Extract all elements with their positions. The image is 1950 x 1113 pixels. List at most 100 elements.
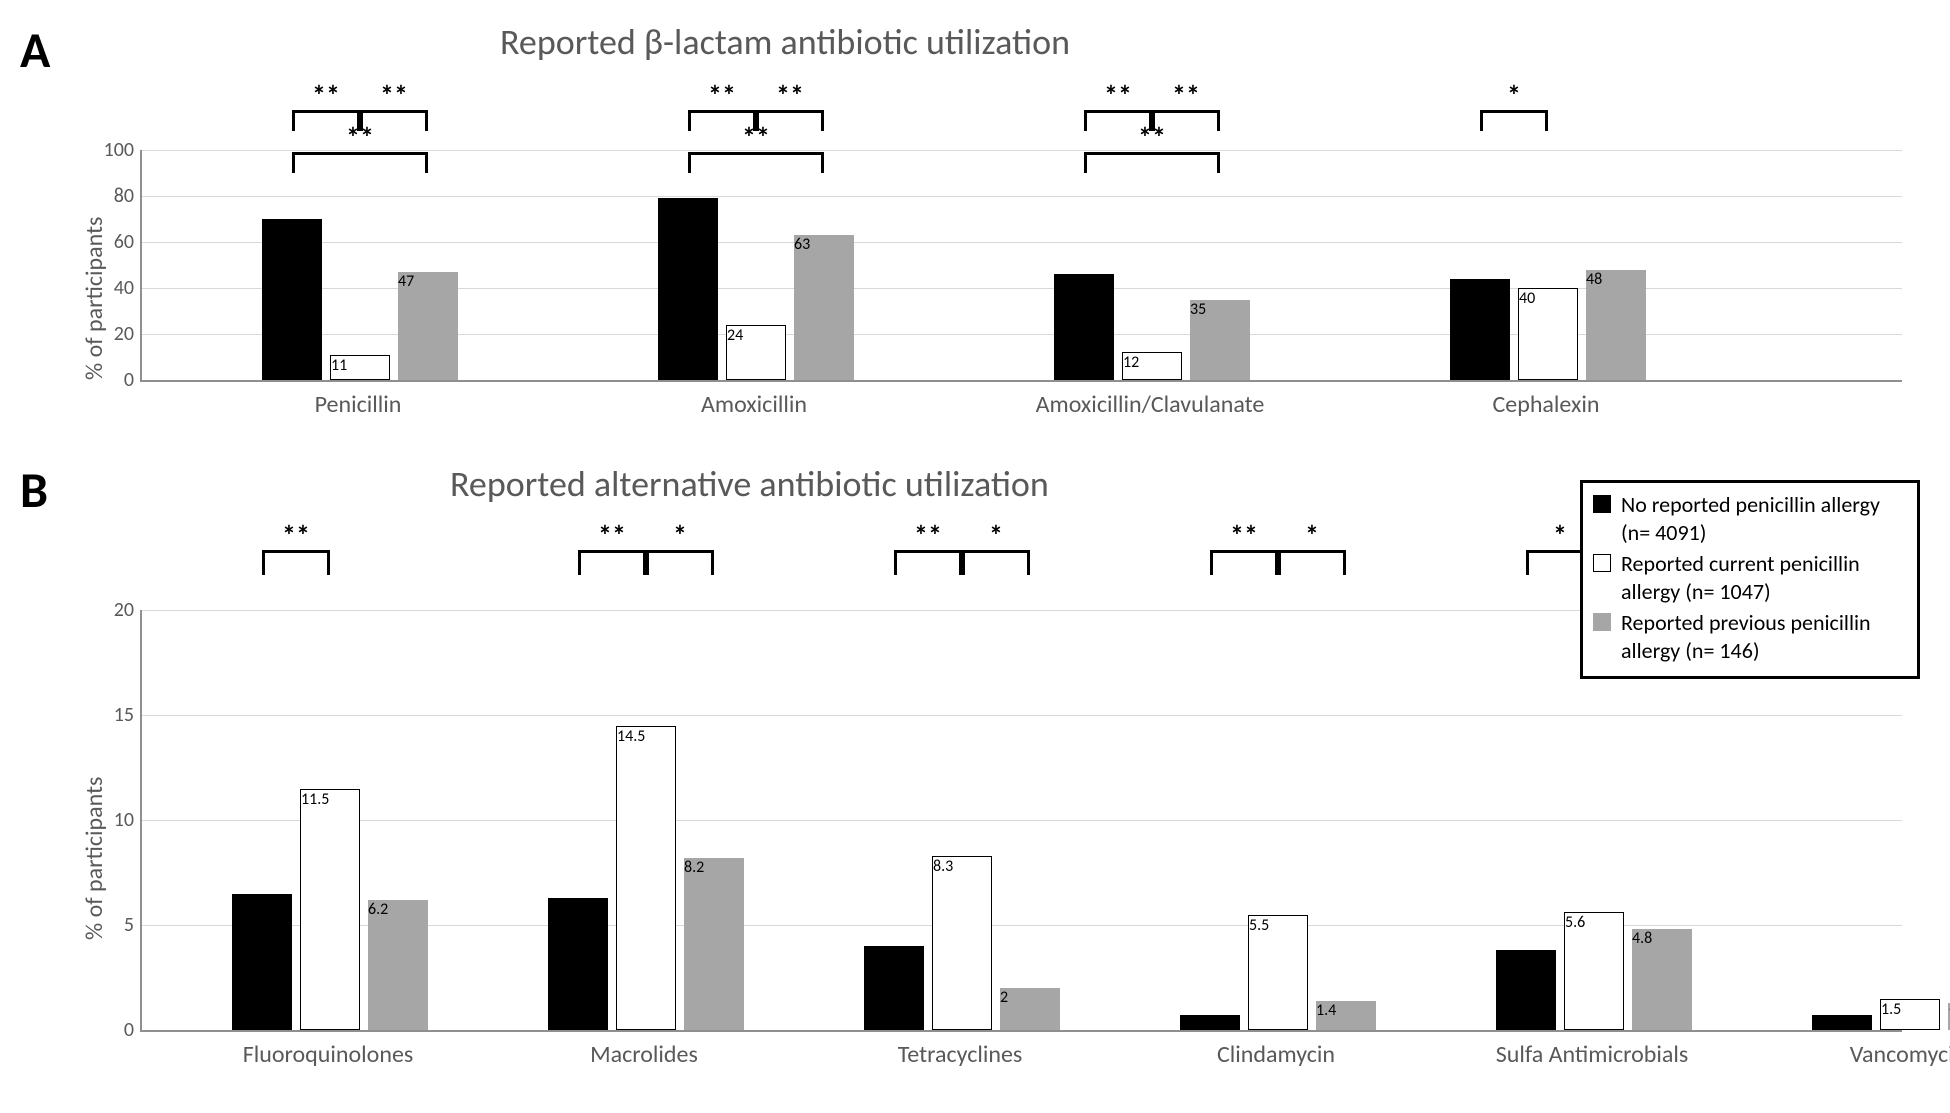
panelB-ytick: 0 <box>124 1018 134 1042</box>
sig-leg <box>327 553 330 575</box>
panelB-category: Clindamycin <box>1217 1040 1335 1069</box>
panelB-bar: 6.2 <box>368 900 428 1030</box>
panel-label-A: A <box>20 20 50 81</box>
panelB-ytick: 20 <box>114 598 134 622</box>
panelB-bar: 0.7 <box>1812 1015 1872 1030</box>
panelB-bar: 2 <box>1000 988 1060 1030</box>
sig-leg <box>646 553 649 575</box>
panelA-category: Amoxicillin <box>701 390 807 419</box>
legend: No reported penicillin allergy (n= 4091)… <box>1580 480 1920 679</box>
panelA-bar: 24 <box>726 325 786 380</box>
legend-row: Reported previous penicillin allergy (n=… <box>1593 609 1907 664</box>
panelA-sig-label: ** <box>380 82 408 110</box>
sig-leg <box>1480 113 1483 131</box>
panelA-sig-label: ** <box>1172 82 1200 110</box>
panelB-category: Macrolides <box>590 1040 698 1069</box>
legend-row: Reported current penicillin allergy (n= … <box>1593 550 1907 605</box>
panelB-sig-label: ** <box>282 522 310 550</box>
panelB-bar: 1.4 <box>1316 1001 1376 1030</box>
panelA-bar: 48 <box>1586 270 1646 380</box>
panelB-bar: 8.2 <box>684 858 744 1030</box>
panelB-category: Vancomycin <box>1850 1040 1950 1069</box>
panelA-title: Reported β-lactam antibiotic utilization <box>500 20 1070 64</box>
panelB-bar: 5.5 <box>1248 915 1308 1031</box>
panelA-sig-label: ** <box>346 124 374 152</box>
figure: A Reported β-lactam antibiotic utilizatio… <box>20 20 1930 1093</box>
panelB-sig-label: * <box>1553 522 1567 550</box>
panelA-bar: 47 <box>398 272 458 380</box>
panelB-gridline <box>142 820 1902 821</box>
panelB-bar: 11.5 <box>300 789 360 1031</box>
panel-label-B: B <box>20 460 48 521</box>
panelA-category: Cephalexin <box>1492 390 1599 419</box>
panelA-sig-label: ** <box>1138 124 1166 152</box>
panelA-bar: 44 <box>1450 279 1510 380</box>
legend-swatch <box>1593 554 1611 572</box>
panelB-bar: 1.5 <box>1880 999 1940 1031</box>
panelB-sig-label: ** <box>914 522 942 550</box>
panelB-bar: 6.5 <box>232 894 292 1031</box>
panelA-bar: 79 <box>658 198 718 380</box>
panelA-bar: 40 <box>1518 288 1578 380</box>
legend-text: Reported current penicillin allergy (n= … <box>1621 550 1901 605</box>
panelA-ytick: 40 <box>114 276 134 300</box>
sig-leg <box>292 113 295 131</box>
sig-leg <box>688 155 691 173</box>
sig-leg <box>894 553 897 575</box>
legend-text: No reported penicillin allergy (n= 4091) <box>1621 491 1901 546</box>
panelB-bar: 4.8 <box>1632 929 1692 1030</box>
panelB-sig-label: ** <box>1230 522 1258 550</box>
sig-leg <box>262 553 265 575</box>
panelA-gridline <box>142 150 1902 151</box>
legend-text: Reported previous penicillin allergy (n=… <box>1621 609 1901 664</box>
panelB-ytick: 10 <box>114 808 134 832</box>
panelB-ylabel: % of participants <box>80 777 109 940</box>
panelB-bar: 4 <box>864 946 924 1030</box>
sig-leg <box>1545 113 1548 131</box>
panelA-sig-label: ** <box>776 82 804 110</box>
sig-leg <box>425 113 428 131</box>
panelB-title: Reported alternative antibiotic utilizat… <box>450 462 1049 506</box>
panelA-bar: 63 <box>794 235 854 380</box>
legend-swatch <box>1593 613 1611 631</box>
panelB-sig-label: * <box>989 522 1003 550</box>
panelA-bar: 46 <box>1054 274 1114 380</box>
sig-leg <box>688 113 691 131</box>
panelA-gridline <box>142 196 1902 197</box>
sig-leg <box>1210 553 1213 575</box>
panelA-sig-label: ** <box>708 82 736 110</box>
panelA-category: Penicillin <box>315 390 402 419</box>
panelA-category: Amoxicillin/Clavulanate <box>1036 390 1265 419</box>
panelA-ytick: 0 <box>124 368 134 392</box>
panelB-ytick: 15 <box>114 703 134 727</box>
panelB-category: Tetracyclines <box>898 1040 1023 1069</box>
panelB-bar: 5.6 <box>1564 912 1624 1030</box>
panelA-bar: 11 <box>330 355 390 380</box>
panelA-ytick: 20 <box>114 322 134 346</box>
sig-leg <box>962 553 965 575</box>
panelB-sig-label: ** <box>598 522 626 550</box>
panelA-ytick: 100 <box>104 138 134 162</box>
panelB-bar: 6.3 <box>548 898 608 1030</box>
sig-leg <box>425 155 428 173</box>
sig-leg <box>821 155 824 173</box>
sig-leg <box>1084 113 1087 131</box>
panelA-bar: 12 <box>1122 352 1182 380</box>
panelA-bar: 35 <box>1190 300 1250 381</box>
panelB-bar: 14.5 <box>616 726 676 1031</box>
panelB-bar: 0.7 <box>1180 1015 1240 1030</box>
panelA-sig-label: * <box>1507 82 1521 110</box>
panelA-sig-label: ** <box>1104 82 1132 110</box>
sig-leg <box>821 113 824 131</box>
panelA-ytick: 60 <box>114 230 134 254</box>
panelA-sig-label: ** <box>312 82 340 110</box>
panelA-bar: 70 <box>262 219 322 380</box>
panelB-gridline <box>142 715 1902 716</box>
sig-leg <box>1217 155 1220 173</box>
panelB-ytick: 5 <box>124 913 134 937</box>
panelB-sig-label: * <box>1305 522 1319 550</box>
sig-leg <box>1343 553 1346 575</box>
panelA-gridline <box>142 242 1902 243</box>
sig-leg <box>1027 553 1030 575</box>
sig-leg <box>711 553 714 575</box>
